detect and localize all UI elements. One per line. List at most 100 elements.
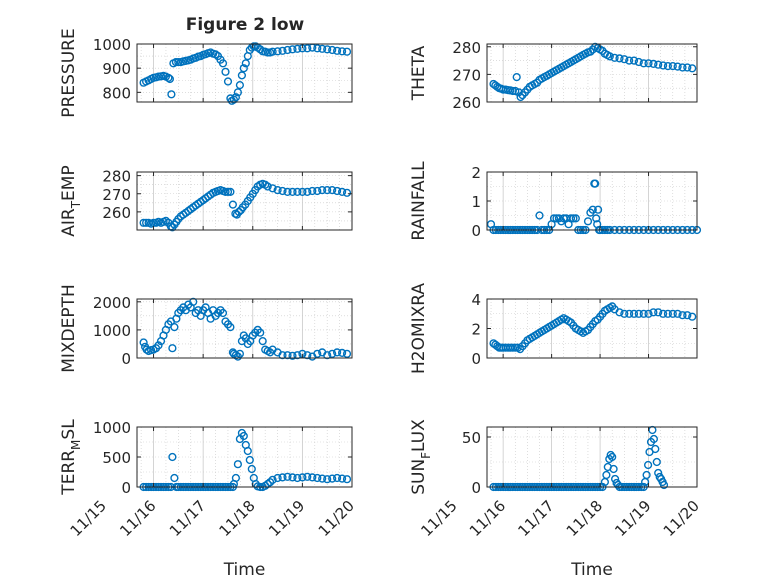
data-point	[649, 308, 658, 317]
data-point	[333, 186, 342, 196]
data-point	[569, 214, 578, 223]
x-axis-label: Time	[223, 560, 266, 580]
data-point	[566, 214, 576, 223]
data-point	[659, 480, 669, 490]
data-point	[605, 52, 614, 61]
markers	[139, 428, 352, 492]
data-point	[328, 186, 337, 195]
data-point	[313, 44, 322, 53]
data-point	[273, 473, 282, 483]
y-axis-label-main: H2OMIXRA	[409, 283, 429, 374]
data-point	[189, 297, 198, 306]
data-point	[245, 455, 254, 465]
y-tick-label: 0	[471, 350, 481, 368]
markers	[139, 179, 352, 232]
y-axis-label: TERRMSL	[59, 419, 83, 496]
data-point	[231, 351, 241, 360]
data-point	[174, 57, 183, 67]
y-axis-label: H2OMIXRA	[409, 283, 429, 374]
x-tick-label: 11/19	[265, 497, 308, 540]
y-axis-label-main: AIR	[59, 208, 79, 237]
markers	[489, 42, 697, 102]
plot-area	[487, 427, 697, 487]
y-tick-label: 50	[462, 429, 481, 447]
panel-pressure: 800 900 1000 PRESSURE	[59, 28, 353, 118]
data-point	[318, 186, 327, 195]
data-point	[165, 74, 175, 84]
data-point	[303, 44, 312, 53]
data-point	[278, 46, 287, 55]
axes-box	[136, 298, 353, 359]
y-tick-label: 4	[471, 291, 481, 309]
x-tick-label: 11/16	[116, 497, 159, 540]
data-point	[602, 470, 611, 480]
data-point	[323, 351, 332, 360]
data-point	[609, 464, 618, 474]
data-point	[654, 60, 663, 69]
data-point	[535, 211, 544, 220]
y-axis-label-main: THETA	[409, 45, 429, 101]
y-axis-label: AIRTEMP	[59, 165, 83, 236]
data-point	[688, 312, 697, 321]
panel-terrmsl: 0 500 1000 11/15 11/16 11/17 11/18 11/19 11/20 Ti…	[59, 419, 358, 580]
x-tick-label: 11/17	[514, 497, 557, 540]
data-point	[333, 348, 342, 357]
panel-sunflux: 0 50 11/15 11/16 11/17 11/18 11/19 11/20 Time SUN…	[409, 419, 703, 580]
grid	[137, 426, 353, 488]
y-axis-label-sub: T	[69, 200, 83, 209]
y-axis-label-main: MIXDEPTH	[59, 284, 79, 373]
data-point	[610, 53, 619, 62]
data-point	[288, 473, 297, 482]
data-point	[288, 45, 297, 54]
data-point	[654, 308, 663, 317]
y-tick-label: 800	[102, 84, 131, 102]
data-point	[678, 63, 687, 72]
y-tick-label: 1000	[93, 419, 131, 437]
y-axis-label-main: TERR	[59, 450, 79, 496]
data-point	[239, 64, 248, 73]
x-tick-label: 11/17	[166, 497, 209, 540]
x-tick-label: 11/15	[67, 497, 110, 540]
data-point	[328, 474, 337, 483]
data-point	[586, 47, 595, 56]
axes-box	[136, 43, 353, 103]
data-point	[313, 186, 322, 196]
data-point	[663, 61, 673, 71]
data-point	[228, 200, 238, 209]
data-point	[318, 44, 327, 53]
data-point	[549, 214, 559, 223]
data-point	[643, 460, 653, 470]
y-tick-label: 270	[452, 66, 481, 84]
data-point	[512, 72, 521, 82]
data-point	[235, 80, 245, 90]
data-point	[342, 349, 352, 358]
data-point	[223, 77, 233, 86]
data-point	[241, 59, 250, 68]
y-axis-label-suffix: SL	[59, 419, 79, 440]
data-point	[218, 308, 228, 318]
data-point	[293, 473, 302, 483]
data-point	[313, 473, 322, 483]
y-tick-label: 1	[471, 193, 481, 211]
data-point	[288, 187, 297, 197]
data-point	[328, 45, 337, 55]
data-point	[226, 323, 235, 332]
y-axis-label-main: SUN	[409, 459, 429, 495]
data-point	[258, 337, 267, 346]
y-axis-label-suffix: EMP	[59, 165, 79, 201]
y-axis-label: THETA	[409, 45, 429, 101]
markers	[139, 42, 352, 105]
data-point	[629, 56, 639, 65]
data-point	[571, 214, 580, 223]
data-point	[293, 44, 302, 53]
data-point	[342, 47, 352, 56]
data-point	[168, 344, 177, 353]
data-point	[620, 55, 629, 64]
data-point	[342, 188, 352, 197]
data-point	[293, 187, 302, 197]
data-point	[342, 475, 352, 484]
data-point	[625, 56, 634, 65]
y-tick-label: 1000	[93, 322, 131, 340]
data-point	[231, 473, 241, 483]
axes-box	[486, 43, 698, 103]
